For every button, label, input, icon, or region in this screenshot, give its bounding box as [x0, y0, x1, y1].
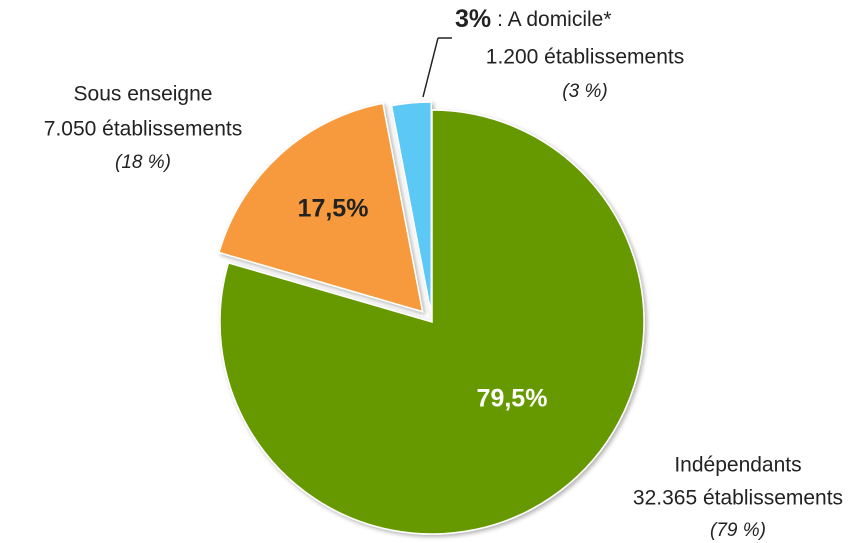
share-label: (18 %) — [115, 152, 171, 173]
value-label: 17,5% — [298, 195, 369, 223]
category-label: : A domicile* — [497, 8, 611, 31]
pie-slice — [390, 101, 432, 315]
category-label: Indépendants — [674, 454, 801, 477]
pie — [218, 101, 645, 535]
pie-slice — [219, 109, 645, 535]
leader-line — [422, 37, 439, 98]
share-label: (3 %) — [562, 81, 607, 102]
count-label: 7.050 établissements — [44, 118, 242, 141]
slice-label: 3% : A domicile* — [455, 5, 612, 33]
share-label: (79 %) — [710, 520, 766, 541]
count-label: 1.200 établissements — [486, 46, 684, 69]
value-label: 3% — [455, 5, 491, 33]
count-label: 32.365 établissements — [633, 487, 843, 510]
value-label: 79,5% — [477, 385, 548, 413]
category-label: Sous enseigne — [74, 83, 213, 106]
pie-slice — [218, 102, 424, 313]
